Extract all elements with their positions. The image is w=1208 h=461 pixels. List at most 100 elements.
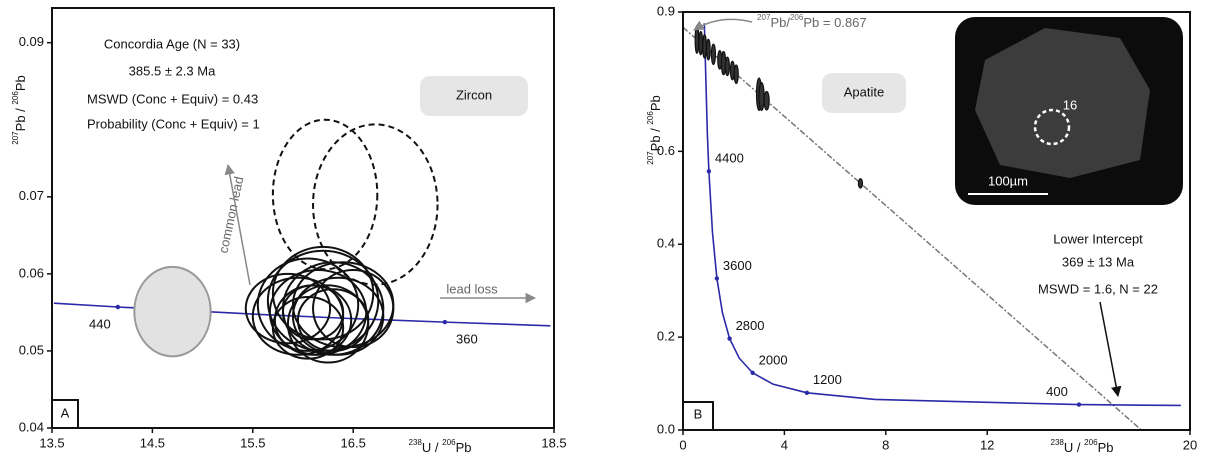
age: 385.5 ± 2.3 Ma xyxy=(129,63,216,78)
error-ellipse xyxy=(698,30,704,56)
superscript: 206 xyxy=(442,438,456,447)
age-mark xyxy=(750,370,755,376)
superscript: 238 xyxy=(1050,438,1064,447)
panel-box xyxy=(682,401,714,431)
common-pb-arrow xyxy=(693,18,753,31)
label-part: Pb xyxy=(13,75,28,91)
spot xyxy=(1033,108,1071,146)
x-axis-label: 238U / 206Pb xyxy=(1050,438,1113,455)
age-mark xyxy=(442,319,448,325)
grain xyxy=(975,28,1150,178)
label-part: Pb/ xyxy=(770,15,790,30)
y-tick-label: 0.07 xyxy=(19,188,44,203)
title-box xyxy=(420,76,528,116)
x-tick-label: 18.5 xyxy=(541,435,566,450)
superscript: 207 xyxy=(757,13,771,22)
error-ellipse xyxy=(724,56,730,77)
plot-frame xyxy=(682,11,1191,431)
error-ellipse xyxy=(256,257,360,352)
x-tick-label: 8 xyxy=(882,437,889,452)
probability: Probability (Conc + Equiv) = 1 xyxy=(87,116,260,131)
age-mark xyxy=(706,169,712,174)
y-axis-label: 207Pb / 206Pb xyxy=(11,75,28,145)
error-ellipse xyxy=(705,38,711,61)
intercept-stats: MSWD = 1.6, N = 22 xyxy=(1038,281,1158,296)
error-ellipse xyxy=(857,178,864,189)
error-ellipse xyxy=(291,276,385,356)
intercept-age: 369 ± 13 Ma xyxy=(1062,254,1135,269)
x-tick-label: 14.5 xyxy=(140,435,165,450)
superscript: 206 xyxy=(1084,438,1098,447)
mswd: MSWD (Conc + Equiv) = 0.43 xyxy=(87,91,258,106)
panel-label: A xyxy=(61,405,70,420)
lead-loss: lead loss xyxy=(446,281,498,296)
y-tick-label: 0.04 xyxy=(19,419,44,434)
error-ellipse xyxy=(312,269,395,349)
age-label: 400 xyxy=(1046,384,1068,399)
plot-frame xyxy=(51,7,555,429)
superscript: 207 xyxy=(11,131,20,145)
spot-label: 16 xyxy=(1063,97,1077,112)
age-mark xyxy=(714,276,720,281)
error-ellipse xyxy=(710,43,717,66)
age-label: 440 xyxy=(89,316,111,331)
label-part: Pb / xyxy=(13,105,28,132)
error-ellipse xyxy=(763,90,770,111)
error-ellipse xyxy=(296,288,370,352)
error-ellipse xyxy=(733,64,739,85)
label-part: Pb xyxy=(648,95,663,111)
common-lead-arrow xyxy=(224,163,251,286)
label-part: U / xyxy=(422,440,442,455)
error-ellipse xyxy=(133,265,212,358)
age-label: 1200 xyxy=(813,372,842,387)
x-tick-label: 12 xyxy=(980,437,994,452)
y-tick-label: 0.06 xyxy=(19,265,44,280)
age-mark xyxy=(115,304,121,310)
x-tick-label: 0 xyxy=(679,437,686,452)
y-axis-label: 207Pb / 206Pb xyxy=(646,95,663,165)
error-ellipse xyxy=(271,118,379,271)
age-label: 3600 xyxy=(723,258,752,273)
error-ellipse xyxy=(244,272,332,345)
title-box xyxy=(822,73,906,113)
concordia xyxy=(53,302,551,327)
label-part: Pb = 0.867 xyxy=(803,15,866,30)
y-tick-label: 0.0 xyxy=(657,421,675,436)
error-ellipse xyxy=(266,249,380,352)
common-pb-label: 207Pb/206Pb = 0.867 xyxy=(757,13,867,30)
label-part: Pb xyxy=(456,440,472,455)
y-tick-label: 0.4 xyxy=(657,236,675,251)
intercept-arrow xyxy=(1099,301,1122,398)
label-part: Pb / xyxy=(648,125,663,152)
x-tick-label: 15.5 xyxy=(240,435,265,450)
y-tick-label: 0.6 xyxy=(657,143,675,158)
label-part: Pb xyxy=(1098,440,1114,455)
error-ellipse xyxy=(758,81,765,112)
superscript: 238 xyxy=(408,438,422,447)
y-tick-label: 0.9 xyxy=(657,3,675,18)
age-mark xyxy=(1076,402,1082,407)
inset-micrograph: 16 100µm xyxy=(955,17,1183,205)
concordia xyxy=(703,23,1181,407)
superscript: 206 xyxy=(790,13,804,22)
x-axis-label: 238U / 206Pb xyxy=(408,438,471,455)
error-ellipse xyxy=(312,123,439,286)
x-tick-label: 16.5 xyxy=(341,435,366,450)
y-tick-label: 0.05 xyxy=(19,342,44,357)
age-mark xyxy=(727,336,732,341)
age-label: 4400 xyxy=(715,151,744,166)
intercept-title: Lower Intercept xyxy=(1053,231,1143,246)
age-label: 2000 xyxy=(759,352,788,367)
scale-label: 100µm xyxy=(988,173,1028,188)
age-title: Concordia Age (N = 33) xyxy=(104,36,240,51)
x-tick-label: 4 xyxy=(781,437,788,452)
y-tick-label: 0.2 xyxy=(657,329,675,344)
title: Zircon xyxy=(456,87,492,102)
age-label: 360 xyxy=(456,332,478,347)
x-tick-label: 13.5 xyxy=(39,435,64,450)
title: Apatite xyxy=(844,84,884,99)
superscript: 206 xyxy=(646,111,655,125)
panel-label: B xyxy=(694,406,703,421)
